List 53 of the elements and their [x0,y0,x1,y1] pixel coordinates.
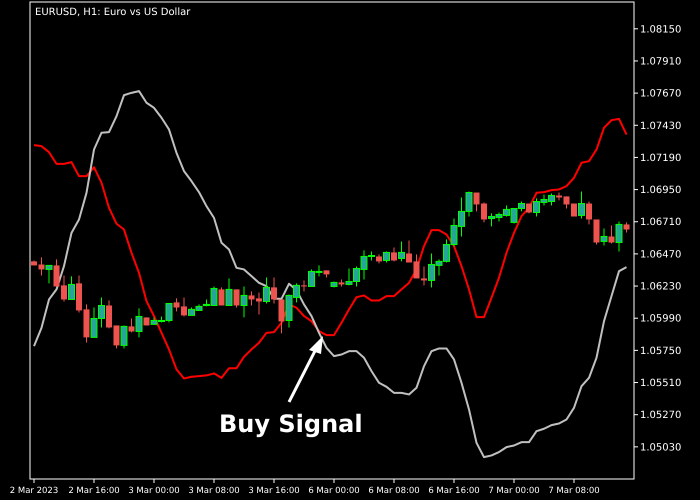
x-tick-label: 3 Mar 08:00 [188,486,240,496]
candlestick [526,203,532,214]
candlestick [391,246,397,262]
candlestick [421,266,427,286]
line-series [33,90,628,458]
line-series [33,118,628,380]
y-tick-label: 1.07190 [640,152,682,164]
candlestick [120,324,128,349]
y-tick-label: 1.05270 [640,410,682,422]
candlestick [608,224,614,244]
y-tick-label: 1.05990 [640,314,682,325]
y-tick-label: 1.07430 [640,120,682,132]
x-tick-label: 7 Mar 00:00 [488,486,540,496]
x-tick-label: 6 Mar 00:00 [308,486,360,496]
y-tick-label: 1.07910 [640,56,682,68]
candlestick [46,264,52,284]
x-tick-label: 2 Mar 16:00 [68,486,120,496]
y-tick-label: 1.06470 [640,249,682,260]
x-tick-label: 3 Mar 00:00 [128,486,180,496]
text: EURUSD, H1: Euro vs US Dollar [35,7,192,18]
candlestick [594,218,600,246]
candlestick [624,222,630,233]
x-tick-label: 6 Mar 16:00 [428,486,480,496]
candlestick [226,278,232,306]
candlestick [271,276,277,304]
candlestick [263,276,270,304]
y-tick-label: 1.05750 [640,346,682,357]
candlestick [240,286,248,318]
candlestick [586,201,592,225]
x-tick-label: 2 Mar 2023 [10,486,58,496]
candlestick [128,318,134,333]
candlestick [600,228,608,246]
candlestick [383,250,390,263]
candlestick [578,190,585,220]
x-tick-label: 3 Mar 16:00 [248,486,300,496]
y-tick-label: 1.06710 [640,217,682,228]
x-tick-label: 6 Mar 08:00 [368,486,420,496]
annotation: Buy Signal [219,410,363,438]
x-tick-label: 7 Mar 08:00 [548,486,600,496]
candlestick [301,280,307,292]
y-tick-label: 1.08150 [640,24,682,36]
candlestick [218,286,224,306]
y-tick-label: 1.07670 [640,88,682,100]
y-tick-label: 1.05510 [640,378,682,390]
candlestick [278,298,284,334]
candlestick [398,240,405,262]
candlestick [616,220,622,252]
y-tick-label: 1.06950 [640,185,682,196]
candlestick [68,276,75,300]
y-tick-label: 1.06230 [640,282,682,293]
candlestick [136,308,142,338]
y-tick-label: 1.05030 [640,442,682,454]
candlestick [234,288,240,308]
